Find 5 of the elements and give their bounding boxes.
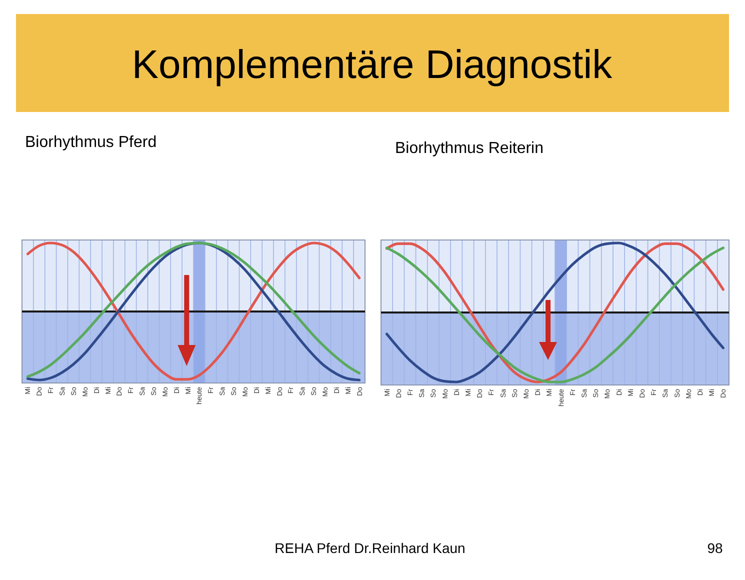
chart-title: Biorhythmus Reiterin: [395, 140, 544, 157]
text: 98: [707, 540, 723, 556]
text: Komplementäre Diagnostik: [132, 43, 614, 87]
text: REHA Pferd Dr.Reinhard Kaun: [274, 540, 466, 556]
chart-title: Biorhythmus Pferd: [25, 134, 157, 151]
